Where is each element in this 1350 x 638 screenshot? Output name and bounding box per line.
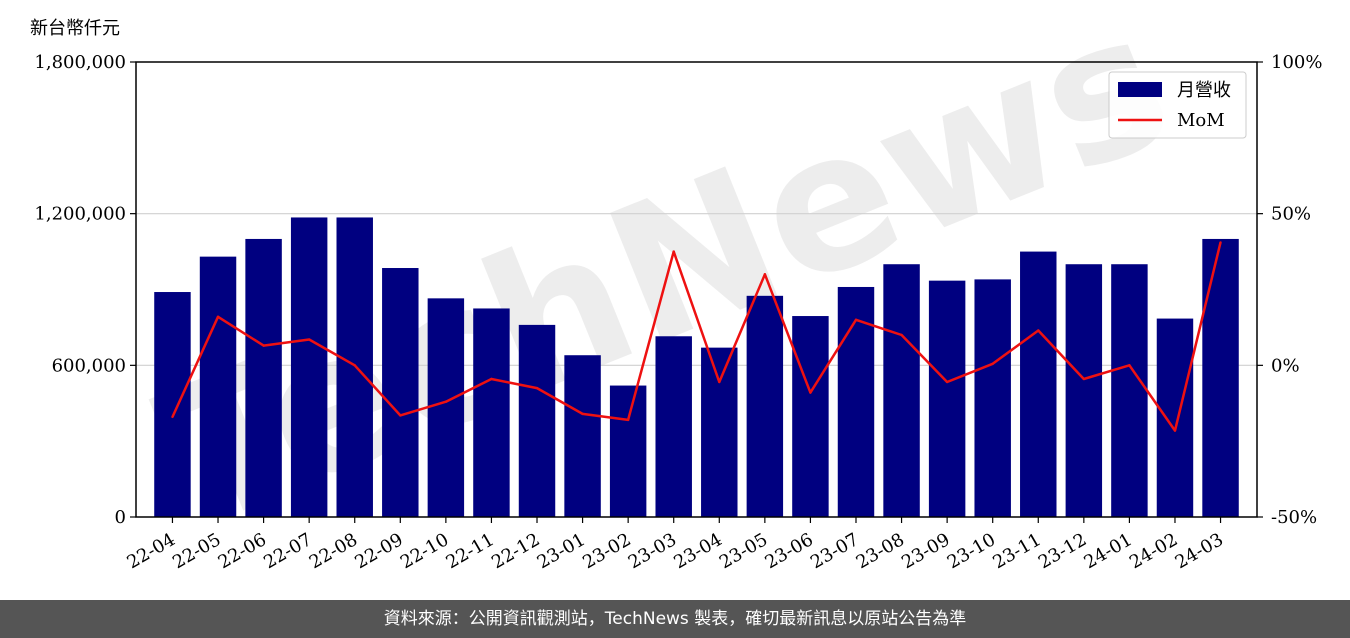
- mom-point-23-05: [763, 273, 767, 276]
- bar-23-01: [564, 355, 601, 517]
- mom-point-24-01: [1128, 364, 1131, 367]
- left-tick-label: 600,000: [52, 355, 126, 376]
- legend-swatch-bar: [1118, 82, 1162, 97]
- legend-label-revenue: 月營收: [1177, 80, 1231, 101]
- bar-22-11: [473, 308, 510, 517]
- left-tick-label: 1,200,000: [34, 204, 126, 225]
- x-tick-label-23-06: 23-06: [761, 529, 816, 573]
- bar-23-03: [655, 336, 692, 517]
- x-tick-label-23-12: 23-12: [1035, 529, 1090, 573]
- bar-22-07: [290, 217, 328, 518]
- x-tick-label-23-04: 23-04: [670, 529, 725, 573]
- x-tick-label-23-10: 23-10: [944, 529, 999, 573]
- left-tick-label: 0: [115, 507, 126, 528]
- x-tick-label-22-11: 22-11: [443, 529, 498, 573]
- x-tick-label-22-04: 22-04: [124, 529, 179, 573]
- bar-23-12: [1065, 264, 1103, 517]
- x-tick-label-23-09: 23-09: [898, 529, 953, 573]
- left-tick-label: 1,800,000: [34, 52, 126, 73]
- x-tick-label-24-03: 24-03: [1172, 529, 1227, 573]
- right-tick-label: 0%: [1271, 355, 1300, 376]
- mom-point-22-10: [444, 400, 448, 403]
- mom-point-22-05: [216, 315, 220, 318]
- right-tick-label: 50%: [1271, 204, 1311, 225]
- mom-point-22-12: [535, 386, 539, 390]
- bar-23-06: [792, 316, 829, 517]
- source-footer: 資料來源：公開資訊觀測站，TechNews 製表，確切最新訊息以原站公告為準: [0, 600, 1350, 638]
- x-tick-label-24-01: 24-01: [1080, 529, 1135, 573]
- mom-point-22-09: [399, 414, 402, 417]
- mom-point-22-06: [262, 344, 265, 347]
- x-tick-label-22-10: 22-10: [397, 529, 452, 573]
- bar-series: [154, 217, 1239, 518]
- mom-point-23-11: [1037, 329, 1040, 332]
- bar-23-04: [701, 347, 738, 517]
- bar-23-07: [837, 286, 875, 517]
- bar-22-06: [245, 238, 282, 517]
- mom-line: [171, 242, 1222, 432]
- right-tick-label: 100%: [1271, 52, 1322, 73]
- bar-23-11: [1020, 251, 1057, 518]
- right-tick-label: -50%: [1271, 507, 1317, 528]
- legend: 月營收 MoM: [1108, 71, 1247, 139]
- x-tick-label-23-05: 23-05: [716, 529, 771, 573]
- bar-22-04: [154, 292, 191, 517]
- mom-point-23-09: [945, 380, 949, 384]
- mom-point-23-04: [718, 380, 721, 384]
- bar-24-01: [1111, 264, 1148, 517]
- mom-point-23-07: [854, 318, 858, 322]
- mom-point-23-02: [626, 418, 630, 422]
- x-tick-label-24-02: 24-02: [1126, 529, 1181, 573]
- bar-23-02: [609, 385, 647, 517]
- mom-point-24-03: [1219, 241, 1222, 244]
- bar-22-05: [199, 256, 237, 517]
- bar-24-03: [1202, 238, 1239, 517]
- bar-23-10: [974, 279, 1011, 517]
- x-tick-label-22-08: 22-08: [306, 529, 361, 573]
- x-tick-label-23-07: 23-07: [807, 529, 862, 573]
- x-tick-label-23-08: 23-08: [853, 529, 908, 573]
- plot-frame: [135, 61, 1258, 518]
- mom-point-23-08: [900, 333, 903, 337]
- mom-point-22-04: [171, 415, 174, 419]
- y-unit-label: 新台幣仟元: [30, 18, 120, 39]
- bar-22-10: [427, 298, 465, 517]
- x-tick-label-23-01: 23-01: [534, 529, 589, 573]
- revenue-chart: TechNews 0600,0001,200,0001,800,000-50%0…: [34, 0, 1322, 573]
- bar-22-09: [382, 268, 419, 517]
- bar-23-08: [883, 264, 920, 517]
- mom-line-series: [171, 241, 1222, 432]
- bar-23-09: [928, 280, 966, 517]
- mom-point-22-11: [490, 377, 493, 381]
- bar-24-02: [1156, 318, 1194, 517]
- x-tick-label-23-11: 23-11: [989, 529, 1044, 573]
- mom-point-23-10: [991, 362, 994, 366]
- mom-point-23-06: [809, 391, 812, 394]
- mom-point-23-12: [1082, 377, 1086, 381]
- legend-label-mom: MoM: [1177, 110, 1225, 131]
- x-tick-label-22-12: 22-12: [488, 529, 543, 573]
- x-tick-label-22-09: 22-09: [351, 529, 406, 573]
- mom-point-22-07: [307, 338, 311, 341]
- bar-23-05: [746, 295, 784, 517]
- mom-point-24-02: [1173, 429, 1177, 432]
- mom-point-23-03: [672, 250, 675, 253]
- x-tick-label-23-02: 23-02: [579, 529, 634, 573]
- x-tick-label-23-03: 23-03: [625, 529, 680, 573]
- mom-point-23-01: [581, 412, 584, 416]
- mom-point-22-08: [353, 364, 356, 367]
- bar-22-08: [336, 217, 373, 518]
- bar-22-12: [518, 324, 556, 517]
